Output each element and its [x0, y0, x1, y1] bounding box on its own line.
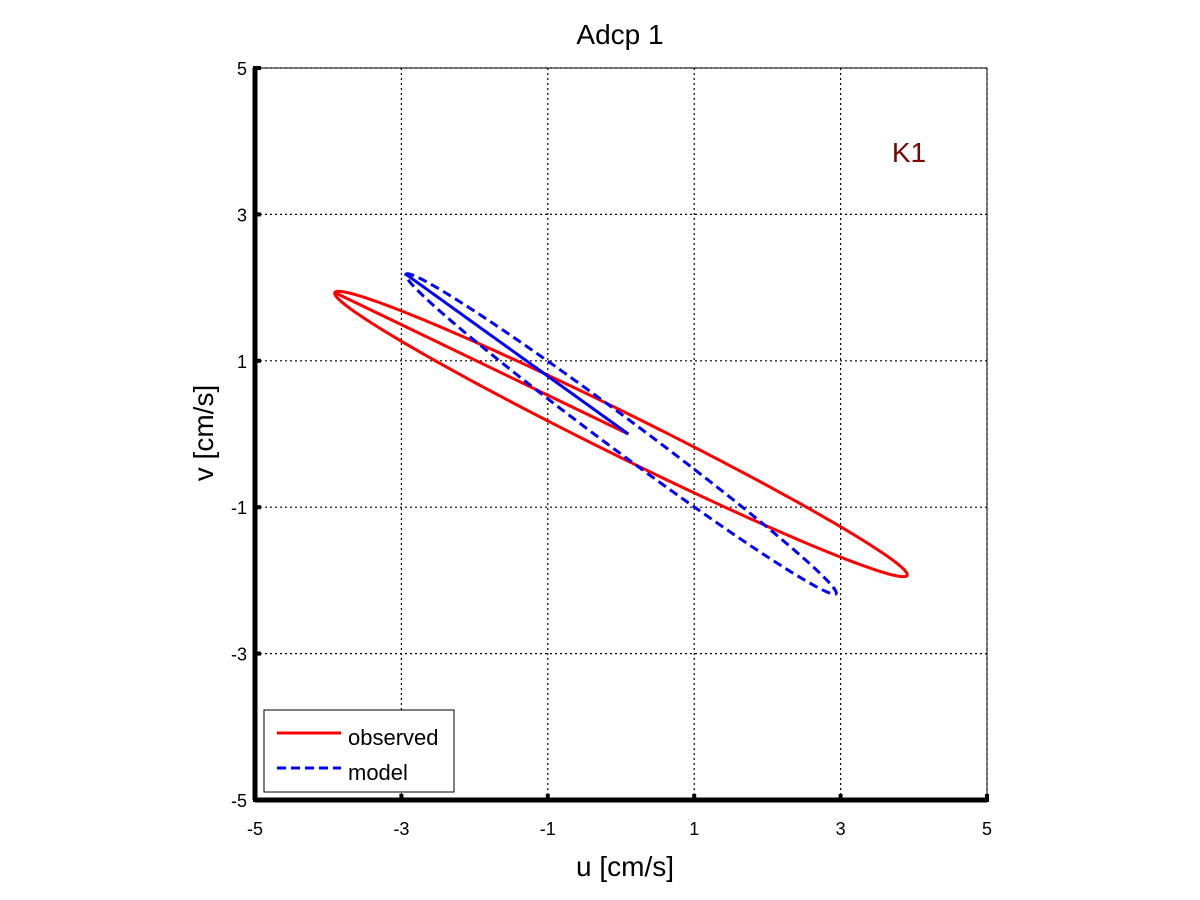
- y-tick-label: -5: [231, 791, 247, 811]
- k1-annotation: K1: [892, 137, 926, 168]
- y-tick-label: 1: [237, 352, 247, 372]
- axes-layer: [252, 67, 988, 803]
- legend-label-observed: observed: [348, 725, 439, 750]
- x-tick-label: 1: [689, 819, 699, 839]
- x-axis-title: u [cm/s]: [576, 851, 674, 882]
- y-axis-title: v [cm/s]: [188, 385, 219, 481]
- legend-label-model: model: [348, 760, 408, 785]
- x-tick-label: 5: [982, 819, 992, 839]
- legend-box: [263, 709, 455, 793]
- chart-title: Adcp 1: [576, 19, 663, 50]
- grid-layer: [255, 67, 988, 800]
- legend: observed model: [263, 709, 455, 793]
- series-model: [404, 272, 838, 596]
- x-tick-label: -1: [540, 819, 556, 839]
- series-layer: [333, 272, 909, 596]
- series-observed: [333, 289, 909, 579]
- x-tick-label: 3: [836, 819, 846, 839]
- x-tick-label: -3: [393, 819, 409, 839]
- y-tick-label: -3: [231, 645, 247, 665]
- y-tick-label: 5: [237, 59, 247, 79]
- y-tick-label: 3: [237, 205, 247, 225]
- x-tick-label: -5: [247, 819, 263, 839]
- ticks-layer: -5 -3 -1 1 3 5 -5 -3 -1 1 3 5: [231, 59, 992, 839]
- y-tick-label: -1: [231, 498, 247, 518]
